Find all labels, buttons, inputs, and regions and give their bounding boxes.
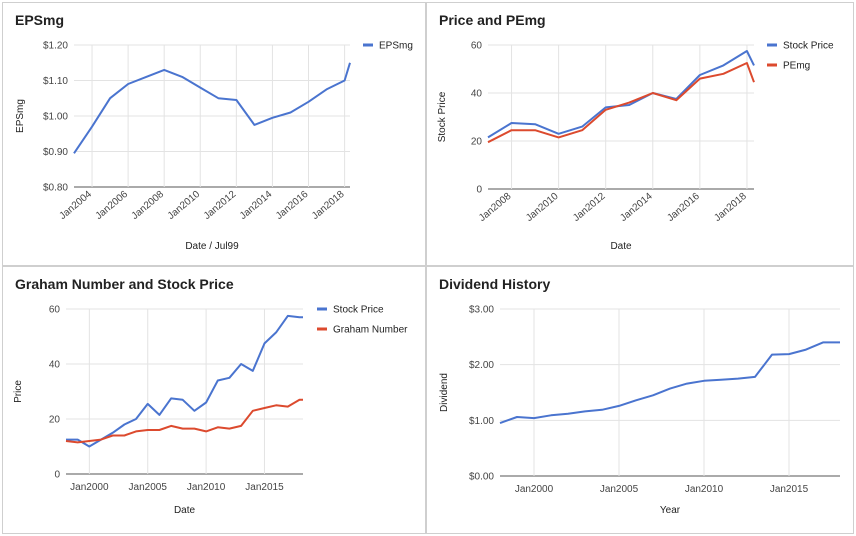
y-tick-label: $1.00 xyxy=(43,112,68,123)
series-line-dividend xyxy=(499,341,840,425)
series-line-pemg xyxy=(487,62,755,144)
y-tick-label: 60 xyxy=(471,41,483,52)
chart-title: Dividend History xyxy=(439,276,550,292)
dividend-chart-panel: Dividend History $0.00 $1.00 $2.00 $3.00 Jan2… xyxy=(426,266,854,534)
x-tick-label: Jan2010 xyxy=(685,484,724,495)
x-tick-label: Jan2000 xyxy=(515,484,554,495)
legend-label: EPSmg xyxy=(379,41,413,52)
y-axis-label: Price xyxy=(13,380,24,403)
series-line-epsmg xyxy=(73,62,351,154)
y-tick-label: $0.00 xyxy=(469,472,494,483)
y-tick-label: $3.00 xyxy=(469,305,494,316)
legend-label: PEmg xyxy=(783,61,810,72)
x-tick-label: Jan2005 xyxy=(600,484,639,495)
x-tick-label: Jan2012 xyxy=(571,191,608,224)
chart-title: EPSmg xyxy=(15,12,64,28)
legend-label: Stock Price xyxy=(783,41,834,52)
chart-title: Graham Number and Stock Price xyxy=(15,276,234,292)
y-tick-label: $2.00 xyxy=(469,360,494,371)
x-tick-label: Jan2004 xyxy=(57,189,94,222)
x-tick-label: Jan2010 xyxy=(524,191,561,224)
x-axis-label: Date xyxy=(174,505,196,516)
eps-chart-panel: EPSmg $0.80 $0.90 $1.00 $1.10 $1.20 Jan2004 Jan… xyxy=(2,2,426,266)
x-tick-label: Jan2016 xyxy=(274,189,311,222)
series-line-graham-number xyxy=(65,398,303,444)
price-pe-chart-panel: Price and PEmg 0 20 40 60 Jan2008 Jan2010 Jan20… xyxy=(426,2,854,266)
x-tick-label: Jan2018 xyxy=(712,191,749,224)
y-axis-label: Dividend xyxy=(439,373,450,412)
y-tick-label: $1.00 xyxy=(469,416,494,427)
chart-svg: Graham Number and Stock Price 0 20 40 60 Jan2… xyxy=(13,276,408,516)
x-tick-label: Jan2014 xyxy=(618,191,655,224)
y-axis-label: EPSmg xyxy=(15,99,26,133)
y-tick-label: $0.90 xyxy=(43,147,68,158)
x-axis-label: Date / Jul99 xyxy=(185,241,239,252)
x-tick-label: Jan2018 xyxy=(310,189,347,222)
legend-label: Graham Number xyxy=(333,325,408,336)
y-tick-label: $1.20 xyxy=(43,41,68,52)
x-tick-label: Jan2015 xyxy=(245,482,284,493)
x-tick-label: Jan2012 xyxy=(202,189,239,222)
x-tick-label: Jan2010 xyxy=(187,482,226,493)
x-tick-label: Jan2005 xyxy=(129,482,168,493)
x-tick-label: Jan2014 xyxy=(238,189,275,222)
y-tick-label: 40 xyxy=(49,360,61,371)
x-tick-label: Jan2008 xyxy=(477,191,514,224)
y-axis-label: Stock Price xyxy=(437,91,448,142)
y-tick-label: 0 xyxy=(54,470,60,481)
y-tick-label: 0 xyxy=(476,185,482,196)
x-tick-label: Jan2000 xyxy=(70,482,109,493)
series-line-stock-price xyxy=(66,314,303,448)
x-tick-label: Jan2010 xyxy=(166,189,203,222)
x-tick-label: Jan2016 xyxy=(665,191,702,224)
y-tick-label: $0.80 xyxy=(43,183,68,194)
series-line-stock-price xyxy=(487,50,755,139)
x-axis-label: Year xyxy=(660,505,681,516)
y-tick-label: 20 xyxy=(49,415,61,426)
y-tick-label: 60 xyxy=(49,305,61,316)
y-tick-label: 40 xyxy=(471,89,483,100)
chart-title: Price and PEmg xyxy=(439,12,546,28)
x-tick-label: Jan2006 xyxy=(94,189,131,222)
legend-label: Stock Price xyxy=(333,305,384,316)
chart-svg: Dividend History $0.00 $1.00 $2.00 $3.00 Jan2… xyxy=(439,276,840,516)
x-axis-label: Date xyxy=(610,241,632,252)
y-tick-label: 20 xyxy=(471,137,483,148)
graham-chart-panel: Graham Number and Stock Price 0 20 40 60 Jan2… xyxy=(2,266,426,534)
y-tick-label: $1.10 xyxy=(43,76,68,87)
x-tick-label: Jan2008 xyxy=(130,189,167,222)
chart-svg: Price and PEmg 0 20 40 60 Jan2008 Jan2010 Jan20… xyxy=(437,12,834,252)
x-tick-label: Jan2015 xyxy=(770,484,809,495)
